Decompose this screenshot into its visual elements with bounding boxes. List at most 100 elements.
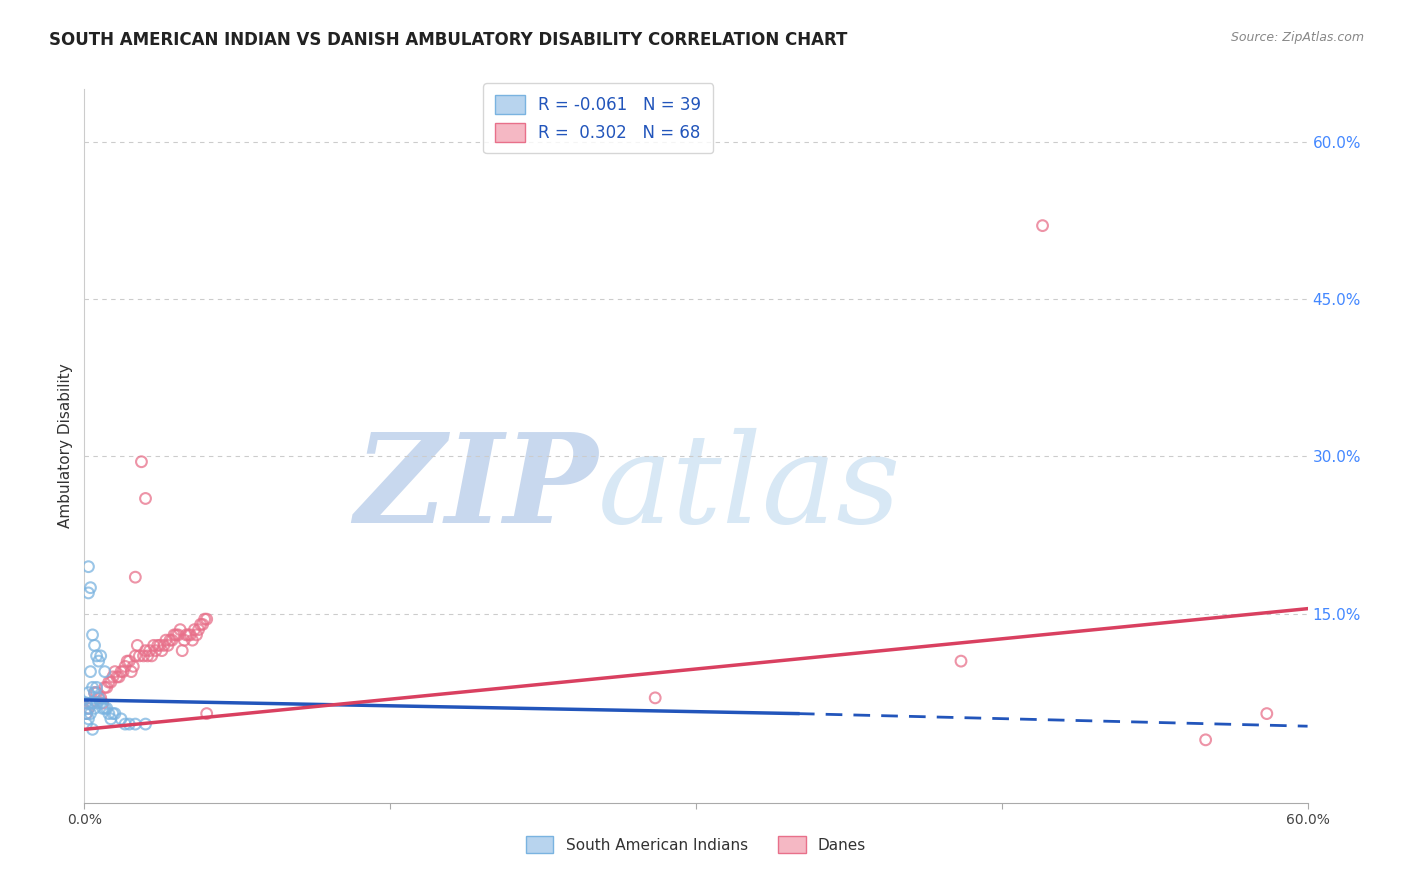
Point xyxy=(79,581,101,595)
Point xyxy=(177,628,200,642)
Point xyxy=(86,648,108,663)
Point xyxy=(132,648,155,663)
Point xyxy=(135,643,157,657)
Point xyxy=(194,612,217,626)
Point xyxy=(136,648,159,663)
Point xyxy=(112,665,135,679)
Point xyxy=(138,643,160,657)
Text: Source: ZipAtlas.com: Source: ZipAtlas.com xyxy=(1230,31,1364,45)
Point xyxy=(159,633,181,648)
Point xyxy=(108,670,131,684)
Point xyxy=(87,690,110,705)
Point xyxy=(114,717,136,731)
Point xyxy=(79,696,101,710)
Point xyxy=(101,670,124,684)
Point xyxy=(118,654,141,668)
Point xyxy=(82,723,104,737)
Point xyxy=(87,654,110,668)
Text: SOUTH AMERICAN INDIAN VS DANISH AMBULATORY DISABILITY CORRELATION CHART: SOUTH AMERICAN INDIAN VS DANISH AMBULATO… xyxy=(49,31,848,49)
Point xyxy=(1195,732,1218,747)
Point xyxy=(93,665,115,679)
Point xyxy=(145,643,167,657)
Point xyxy=(146,639,169,653)
Point xyxy=(124,717,146,731)
Point xyxy=(195,612,218,626)
Point xyxy=(165,628,187,642)
Point xyxy=(100,675,122,690)
Point xyxy=(82,681,104,695)
Point xyxy=(97,706,120,721)
Point xyxy=(131,455,153,469)
Point xyxy=(174,628,197,642)
Point xyxy=(179,628,201,642)
Point xyxy=(156,639,179,653)
Point xyxy=(104,665,127,679)
Point xyxy=(104,706,127,721)
Point xyxy=(124,648,146,663)
Point xyxy=(149,639,172,653)
Point xyxy=(195,706,218,721)
Point xyxy=(644,690,666,705)
Point xyxy=(950,654,973,668)
Point xyxy=(101,706,124,721)
Point xyxy=(186,628,208,642)
Point xyxy=(153,639,176,653)
Point xyxy=(120,665,142,679)
Point xyxy=(114,659,136,673)
Point xyxy=(75,706,97,721)
Point xyxy=(90,648,112,663)
Point xyxy=(183,623,205,637)
Point xyxy=(110,665,132,679)
Point xyxy=(79,696,101,710)
Point xyxy=(77,559,100,574)
Point xyxy=(91,701,114,715)
Point xyxy=(1256,706,1278,721)
Point xyxy=(141,648,163,663)
Point xyxy=(77,701,100,715)
Text: atlas: atlas xyxy=(598,428,901,549)
Point xyxy=(77,685,100,699)
Point xyxy=(91,696,114,710)
Point xyxy=(127,639,149,653)
Point xyxy=(191,617,214,632)
Point xyxy=(135,491,157,506)
Point xyxy=(75,706,97,721)
Point xyxy=(163,628,186,642)
Point xyxy=(187,623,209,637)
Point xyxy=(96,701,118,715)
Point xyxy=(77,701,100,715)
Point xyxy=(90,696,112,710)
Point xyxy=(83,639,105,653)
Point xyxy=(167,628,190,642)
Point xyxy=(105,670,128,684)
Point xyxy=(181,633,204,648)
Point xyxy=(90,690,112,705)
Point xyxy=(82,628,104,642)
Point xyxy=(124,570,146,584)
Y-axis label: Ambulatory Disability: Ambulatory Disability xyxy=(58,364,73,528)
Point xyxy=(79,665,101,679)
Point xyxy=(87,690,110,705)
Point xyxy=(86,681,108,695)
Point xyxy=(93,701,115,715)
Point xyxy=(115,654,138,668)
Point xyxy=(142,639,165,653)
Point xyxy=(96,681,118,695)
Point xyxy=(97,675,120,690)
Point xyxy=(93,681,115,695)
Legend: South American Indians, Danes: South American Indians, Danes xyxy=(520,830,872,859)
Point xyxy=(100,712,122,726)
Point xyxy=(155,633,177,648)
Point xyxy=(86,696,108,710)
Point xyxy=(75,717,97,731)
Point xyxy=(75,696,97,710)
Point xyxy=(169,623,191,637)
Point xyxy=(173,633,195,648)
Point xyxy=(160,633,183,648)
Point xyxy=(190,617,212,632)
Point xyxy=(122,659,145,673)
Point xyxy=(118,717,141,731)
Point xyxy=(128,648,150,663)
Point xyxy=(83,701,105,715)
Point xyxy=(82,696,104,710)
